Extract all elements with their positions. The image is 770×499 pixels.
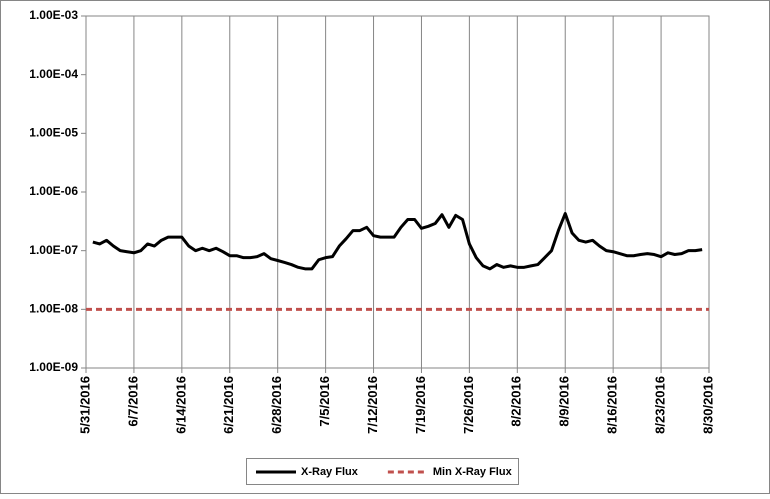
y-tick-label: 1.00E-09	[29, 360, 78, 374]
x-tick-label: 6/7/2016	[125, 376, 140, 427]
x-tick-label: 8/23/2016	[653, 376, 668, 434]
x-tick-label: 8/9/2016	[557, 376, 572, 427]
x-tick-label: 7/5/2016	[317, 376, 332, 427]
y-tick-label: 1.00E-06	[29, 184, 78, 198]
y-tick-label: 1.00E-07	[29, 243, 78, 257]
x-tick-label: 6/14/2016	[173, 376, 188, 434]
x-tick-label: 7/12/2016	[365, 376, 380, 434]
legend-label: Min X-Ray Flux	[433, 466, 513, 478]
x-tick-label: 8/16/2016	[605, 376, 620, 434]
x-tick-label: 7/26/2016	[461, 376, 476, 434]
y-tick-label: 1.00E-03	[29, 8, 78, 22]
x-tick-label: 5/31/2016	[77, 376, 92, 434]
x-tick-label: 8/30/2016	[700, 376, 715, 434]
x-tick-label: 6/21/2016	[221, 376, 236, 434]
plot-area	[85, 15, 710, 369]
series-line	[92, 212, 703, 271]
y-tick-label: 1.00E-08	[29, 302, 78, 316]
x-tick-label: 6/28/2016	[269, 376, 284, 434]
x-tick-label: 8/2/2016	[509, 376, 524, 427]
x-tick-label: 7/19/2016	[413, 376, 428, 434]
legend-label: X-Ray Flux	[301, 466, 359, 478]
y-tick-label: 1.00E-05	[29, 126, 78, 140]
y-tick-label: 1.00E-04	[29, 67, 78, 81]
